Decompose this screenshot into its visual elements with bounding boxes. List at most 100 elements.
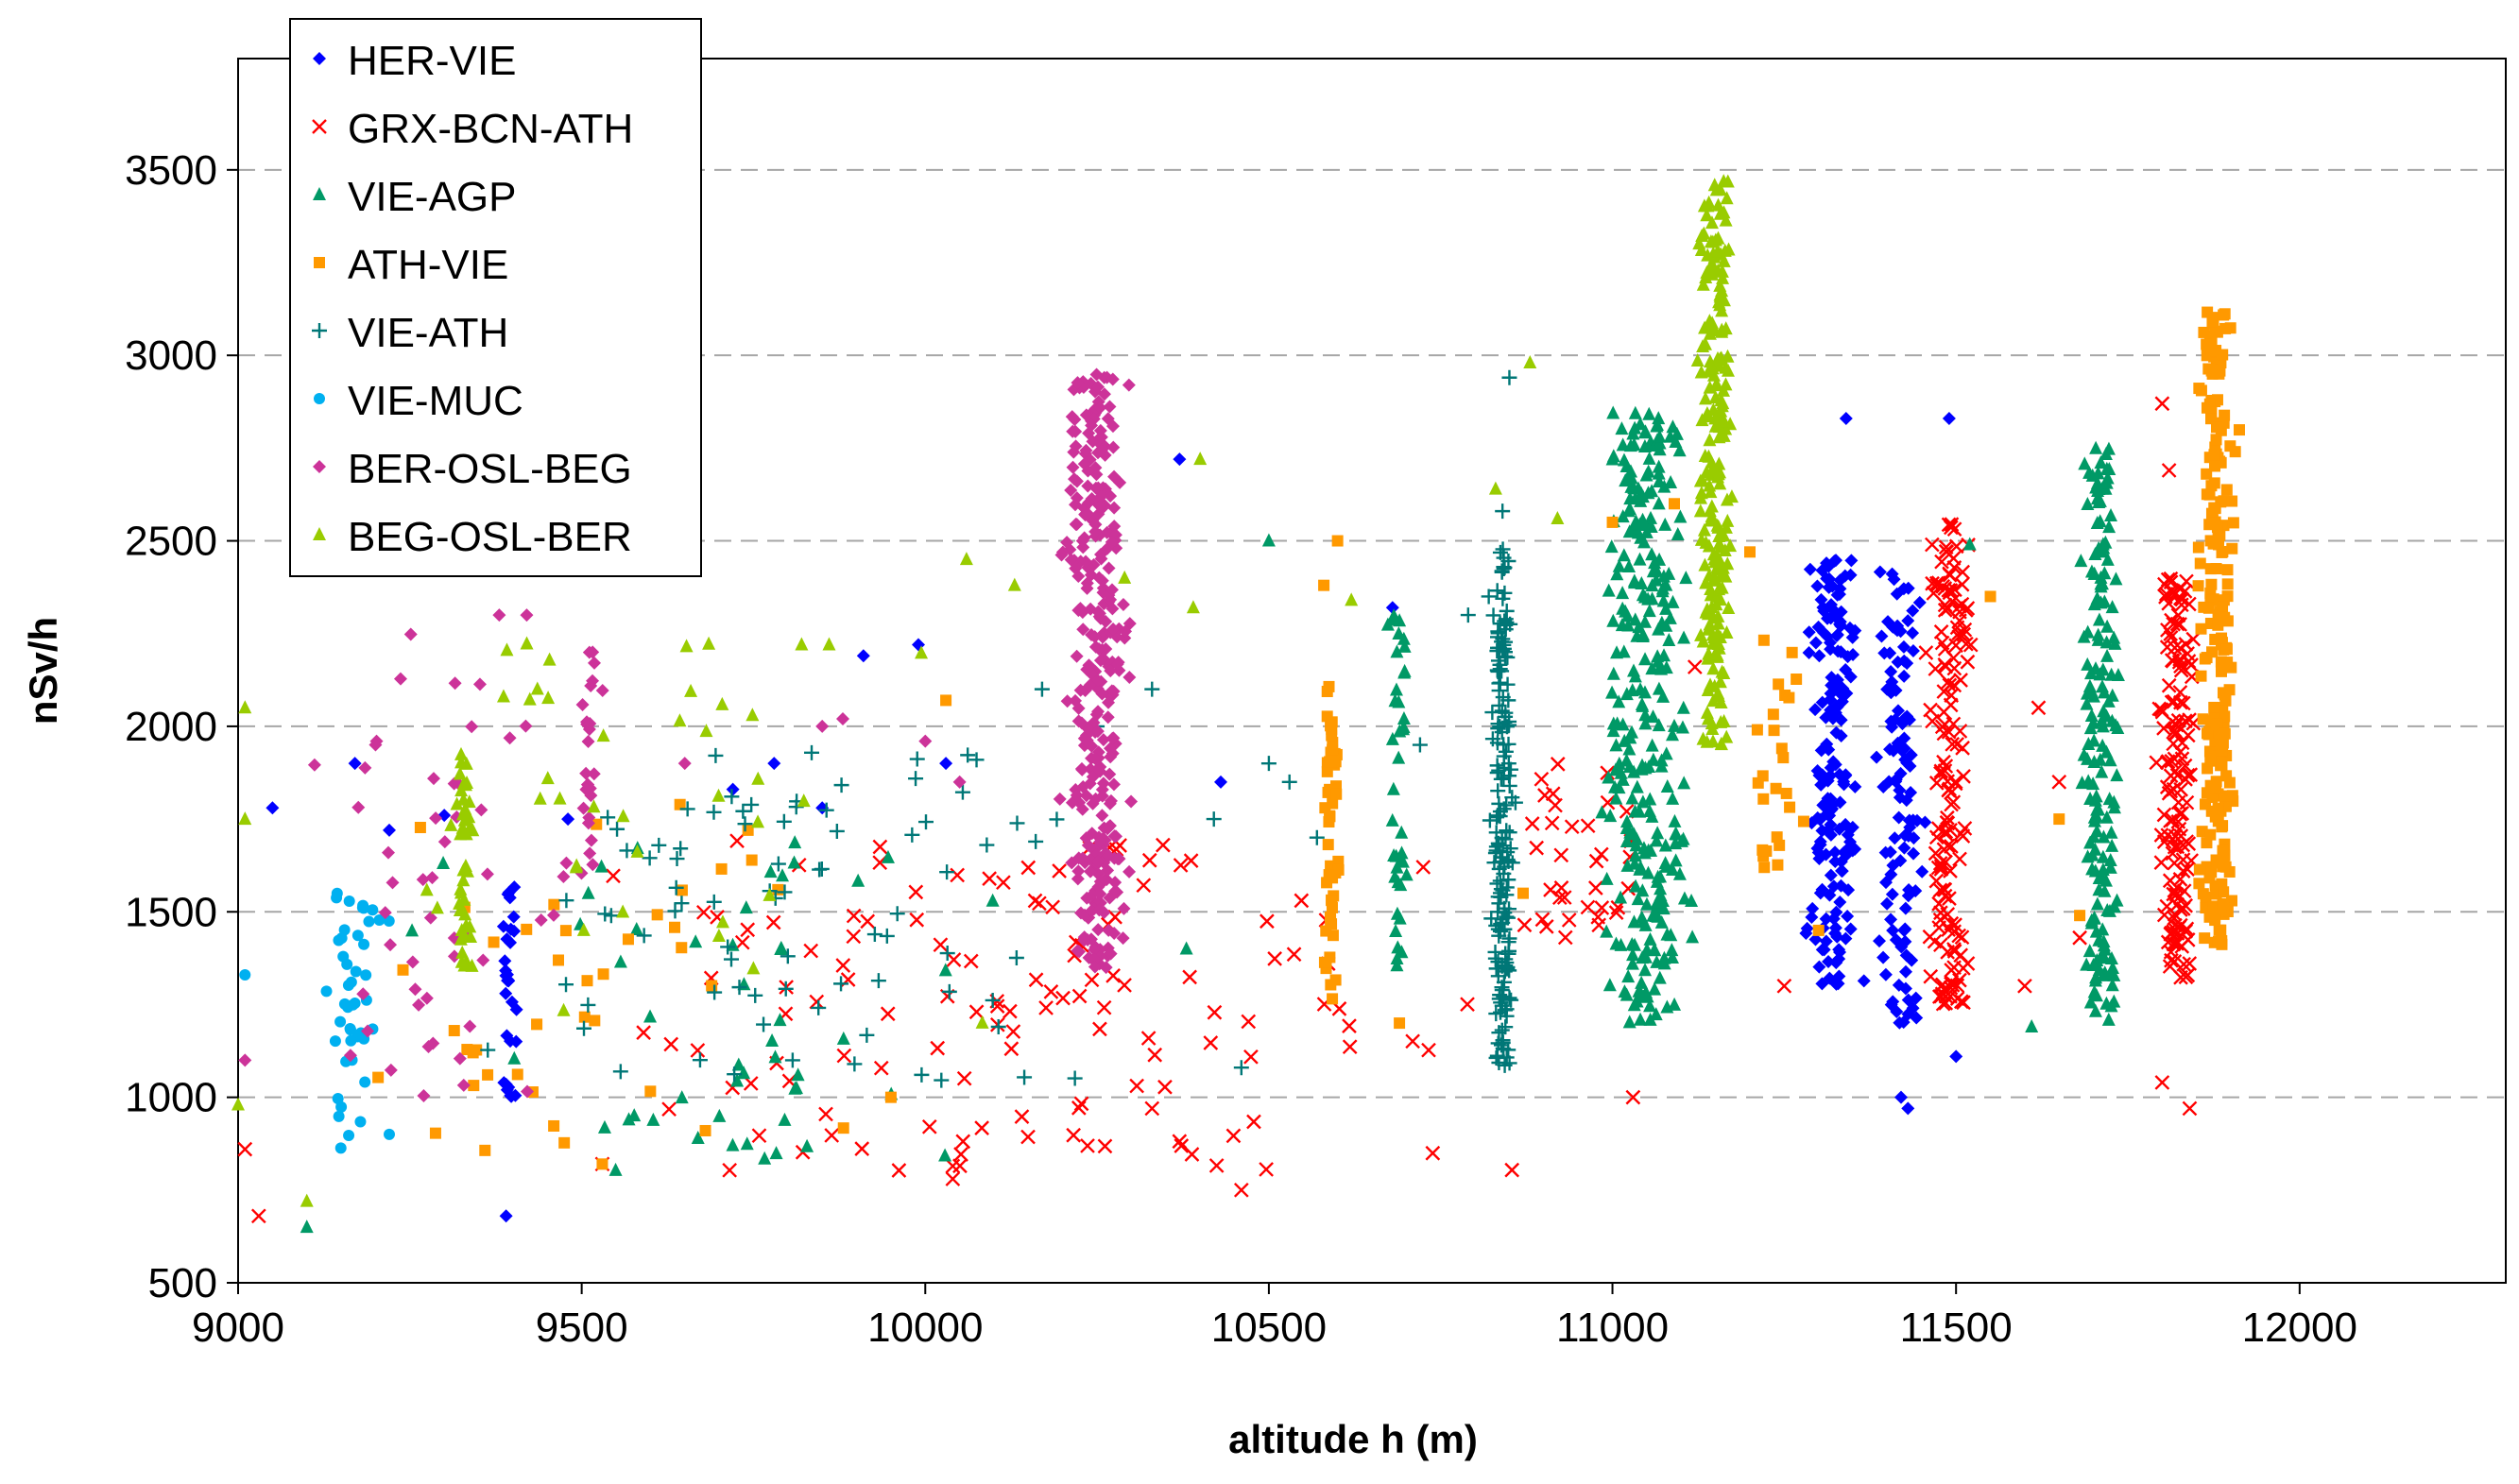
data-point: [1606, 405, 1620, 419]
data-point: [1104, 664, 1118, 678]
data-point: [1953, 947, 1969, 964]
legend-item: VIE-ATH: [312, 310, 508, 356]
data-point: [726, 782, 740, 796]
data-point: [1501, 713, 1517, 729]
data-point: [1619, 987, 1634, 1001]
data-point: [1708, 390, 1722, 404]
data-point: [1925, 575, 1940, 591]
data-point: [1203, 1035, 1219, 1050]
data-point: [968, 752, 985, 768]
legend-box: [289, 18, 702, 577]
data-point: [679, 801, 695, 817]
data-point: [595, 683, 609, 697]
data-point: [1752, 776, 1764, 789]
data-point: [2086, 957, 2100, 971]
data-point: [1129, 1078, 1144, 1094]
data-point: [1945, 736, 1961, 752]
data-point: [1005, 1024, 1021, 1039]
data-point: [1492, 544, 1508, 560]
data-point: [2100, 648, 2115, 662]
data-point: [1116, 931, 1130, 946]
data-point: [2110, 768, 2124, 782]
data-point: [846, 929, 862, 945]
data-point: [1286, 947, 1302, 963]
data-point: [2161, 677, 2177, 693]
data-point: [2201, 787, 2213, 799]
data-point: [1933, 624, 1949, 640]
data-point: [1606, 613, 1620, 627]
data-point: [1080, 581, 1094, 595]
data-point: [2086, 776, 2100, 791]
data-point: [1179, 941, 1193, 955]
data-point: [1489, 735, 1505, 751]
data-point: [1156, 837, 1171, 853]
data-point: [695, 904, 711, 920]
data-point: [795, 637, 809, 651]
data-point: [712, 1108, 727, 1122]
data-point: [1703, 380, 1717, 394]
data-point: [2229, 446, 2241, 458]
data-point: [596, 1158, 608, 1170]
data-point: [955, 1134, 971, 1150]
data-point: [1938, 658, 1954, 674]
data-point: [576, 801, 591, 815]
data-point: [1385, 601, 1399, 615]
data-point: [1656, 569, 1671, 583]
data-point: [1651, 869, 1665, 883]
data-point: [1612, 694, 1626, 708]
data-point: [1309, 829, 1325, 845]
data-point: [2192, 580, 2204, 592]
data-point: [751, 771, 765, 785]
data-point: [1955, 828, 1971, 844]
data-point: [2198, 326, 2210, 338]
data-point: [1028, 833, 1044, 849]
x-tick-label: 9500: [536, 1305, 628, 1351]
data-point: [1824, 760, 1838, 775]
data-point: [464, 929, 478, 943]
data-point: [1876, 950, 1891, 964]
data-point: [403, 627, 418, 641]
data-point: [1342, 1039, 1358, 1055]
data-point: [1107, 501, 1122, 515]
data-point: [2074, 554, 2088, 568]
data-point: [1784, 801, 1796, 813]
data-point: [1636, 950, 1650, 964]
data-point: [1088, 630, 1102, 644]
data-point: [300, 1193, 314, 1207]
data-point: [1802, 646, 1816, 660]
data-point: [2085, 861, 2099, 876]
data-point: [1208, 1158, 1225, 1173]
data-point: [1955, 564, 1971, 580]
data-point: [1672, 443, 1687, 457]
data-point: [1884, 913, 1898, 927]
data-point: [1069, 424, 1083, 438]
data-point: [1902, 883, 1916, 897]
data-point: [1069, 439, 1083, 453]
data-point: [1481, 588, 1497, 605]
data-point: [454, 881, 468, 896]
data-point: [552, 954, 564, 966]
data-point: [724, 789, 740, 805]
data-point: [476, 953, 490, 967]
data-point: [2089, 924, 2103, 938]
data-point: [1842, 621, 1857, 635]
data-point: [2219, 727, 2231, 740]
data-point: [909, 751, 925, 767]
data-point: [2149, 755, 2165, 771]
data-point: [2173, 969, 2188, 985]
data-point: [1669, 498, 1680, 510]
data-point: [499, 1077, 513, 1091]
data-point: [1690, 353, 1705, 367]
data-point: [1144, 1100, 1160, 1117]
data-point: [1118, 570, 1132, 584]
data-point: [1499, 1008, 1515, 1024]
data-point: [836, 712, 849, 726]
data-point: [457, 812, 471, 827]
data-point: [1071, 872, 1085, 886]
data-point: [581, 816, 595, 830]
data-point: [2100, 619, 2115, 633]
y-tick-label: 3000: [125, 333, 217, 379]
data-point: [1715, 664, 1729, 678]
data-point: [343, 896, 355, 908]
data-point: [509, 1034, 523, 1049]
